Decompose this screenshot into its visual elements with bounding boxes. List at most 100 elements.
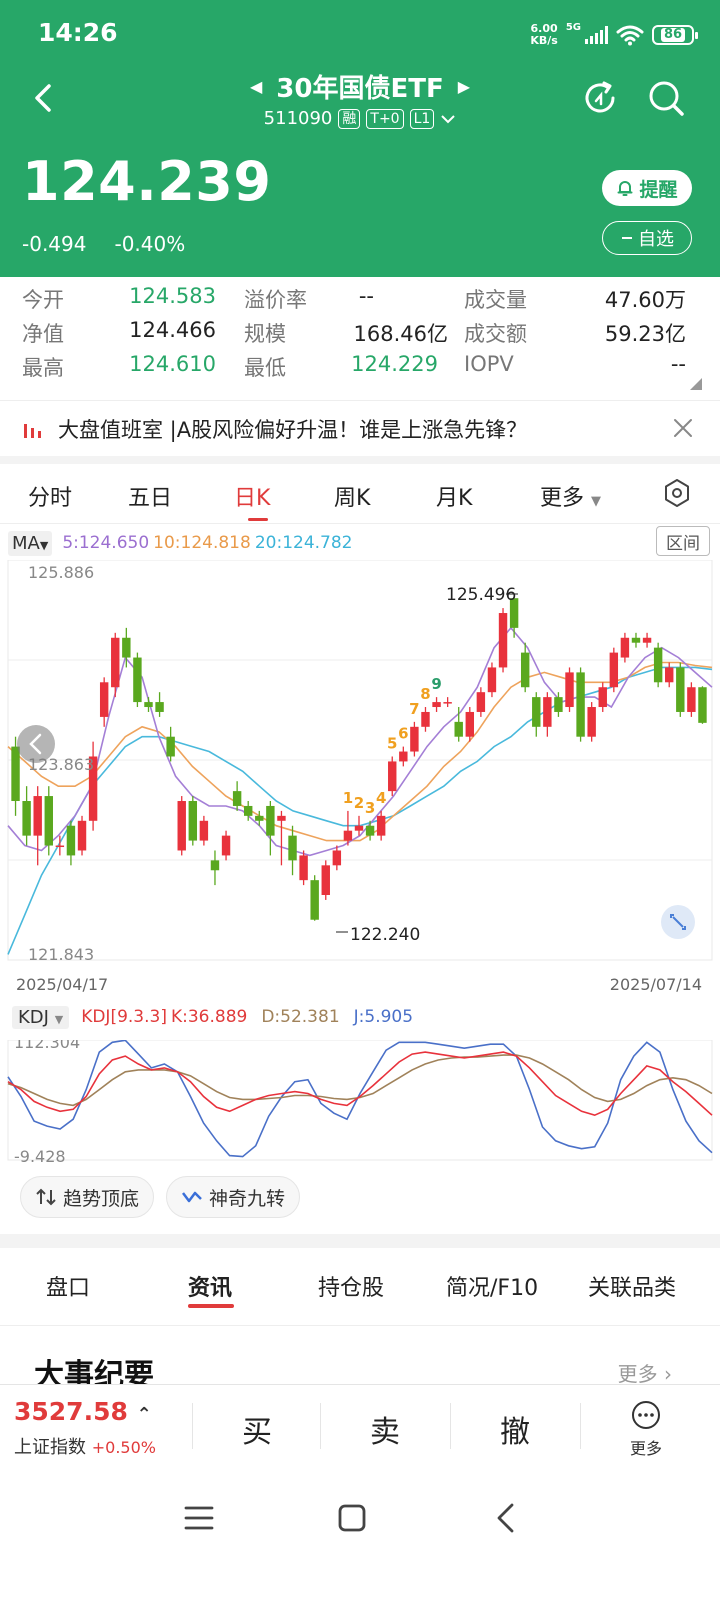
fullscreen-button[interactable] [661, 905, 695, 939]
back-nav-icon[interactable] [494, 1502, 518, 1534]
candle [587, 702, 596, 742]
candle [620, 632, 630, 663]
tab-intraday[interactable]: 分时 [28, 486, 73, 511]
status-time: 14:26 [38, 18, 118, 47]
up-down-arrows-icon [36, 1188, 56, 1206]
events-more-link[interactable]: 更多 › [618, 1358, 672, 1387]
candle [88, 741, 98, 831]
tab-monthly-k[interactable]: 月K [436, 486, 473, 511]
date-end: 2025/07/14 [610, 975, 702, 994]
chevron-down-icon[interactable] [440, 113, 456, 125]
prev-stock-icon[interactable]: ◀ [249, 76, 263, 96]
candle [520, 642, 530, 693]
ma20-value: 20:124.782 [254, 533, 353, 553]
stat-label: 成交额 [464, 322, 527, 346]
tab-related[interactable]: 关联品类 [588, 1276, 677, 1301]
candle [210, 850, 220, 886]
candle [598, 682, 607, 712]
candle [653, 642, 663, 688]
close-icon[interactable] [672, 417, 694, 439]
candle [388, 756, 397, 797]
candle [77, 815, 87, 856]
candle [155, 692, 164, 717]
tag-t0: T+0 [366, 108, 404, 129]
watch-label: 自选 [638, 229, 674, 250]
more-button[interactable]: 更多 [620, 1399, 672, 1459]
kdj-legend: KDJ ▼ KDJ[9.3.3] K:36.889 D:52.381 J:5.9… [12, 1002, 712, 1032]
remove-watchlist-button[interactable]: 自选 [602, 221, 692, 255]
tab-more[interactable]: 更多 ▼ [540, 480, 601, 512]
next-stock-icon[interactable]: ▶ [457, 76, 471, 96]
tab-order-book[interactable]: 盘口 [46, 1276, 91, 1301]
candle [122, 627, 131, 668]
index-name-row: 上证指数 +0.50% [14, 1433, 156, 1459]
pill-label: 神奇九转 [209, 1187, 286, 1210]
title-block: ◀ 30年国债ETF ▶ 511090 融 T+0 L1 [0, 66, 720, 130]
candle [266, 801, 275, 856]
candle [476, 687, 486, 717]
stat-value: 59.23亿 [604, 322, 686, 346]
candle [354, 815, 364, 836]
menu-icon[interactable] [184, 1504, 214, 1532]
candle [33, 786, 42, 866]
nine-turn-label: 3 [365, 799, 375, 817]
news-ticker[interactable]: 大盘值班室 |A股风险偏好升温！谁是上涨急先锋？ [0, 400, 720, 456]
info-tabs: 盘口 资讯 持仓股 简况/F10 关联品类 [0, 1248, 720, 1326]
candle [343, 810, 353, 846]
net-speed-unit: KB/s [530, 34, 558, 47]
tab-holdings[interactable]: 持仓股 [318, 1276, 385, 1301]
index-ticker[interactable]: 3527.58 ⌃ [14, 1397, 152, 1426]
divider [320, 1403, 321, 1449]
nine-turn-label: 8 [420, 685, 430, 703]
system-nav-bar [0, 1468, 720, 1600]
candle [199, 815, 209, 846]
search-icon[interactable] [646, 78, 686, 118]
divider [192, 1403, 193, 1449]
tab-underline [188, 1304, 234, 1308]
zigzag-icon [182, 1191, 202, 1203]
trend-top-bottom-pill[interactable]: 趋势顶底 [20, 1176, 155, 1218]
candle [410, 721, 419, 757]
more-dots-icon [632, 1401, 660, 1429]
tab-daily-k[interactable]: 日K [234, 486, 271, 511]
candle [532, 692, 541, 737]
cancel-order-button[interactable]: 撤 [500, 1415, 530, 1450]
settings-icon[interactable] [662, 478, 692, 508]
candle [376, 810, 386, 841]
ma-selector[interactable]: MA▼ [8, 530, 53, 556]
buy-button[interactable]: 买 [242, 1415, 272, 1450]
tab-five-day[interactable]: 五日 [128, 486, 173, 511]
kdj-chart[interactable]: 112.304 -9.428 [0, 1040, 720, 1168]
nine-turn-label: 1 [343, 789, 353, 807]
tab-profile[interactable]: 简况/F10 [446, 1276, 539, 1301]
net-speed-value: 6.00 [530, 22, 558, 35]
candle [99, 677, 109, 727]
more-label: 更多 [629, 1439, 662, 1458]
refresh-icon[interactable] [580, 78, 620, 118]
home-icon[interactable] [338, 1504, 366, 1532]
range-button[interactable]: 区间 [656, 526, 710, 556]
alert-button[interactable]: 提醒 [602, 170, 692, 206]
candle [232, 781, 242, 811]
ma-legend: MA▼ 5:124.650 10:124.818 20:124.782 [8, 526, 712, 560]
magic-nine-pill[interactable]: 神奇九转 [166, 1176, 301, 1218]
expand-corner-icon[interactable] [690, 378, 702, 390]
candle [676, 662, 685, 717]
tab-weekly-k[interactable]: 周K [334, 486, 371, 511]
candle [310, 875, 319, 921]
back-icon[interactable] [26, 80, 62, 116]
kdj-selector[interactable]: KDJ ▼ [12, 1005, 70, 1029]
scroll-left-button[interactable] [17, 725, 55, 763]
net-speed: 6.00 KB/s [530, 23, 557, 47]
minus-icon [622, 237, 632, 239]
signal-icon [585, 26, 608, 44]
sell-button[interactable]: 卖 [370, 1415, 400, 1450]
stat-label: 最低 [244, 356, 286, 380]
trade-bar: 3527.58 ⌃ 上证指数 +0.50% 买 卖 撤 更多 [0, 1384, 720, 1468]
alert-label: 提醒 [639, 178, 678, 201]
candle [554, 692, 563, 717]
candle [609, 647, 619, 693]
candle [465, 707, 475, 742]
tab-news[interactable]: 资讯 [188, 1276, 233, 1301]
